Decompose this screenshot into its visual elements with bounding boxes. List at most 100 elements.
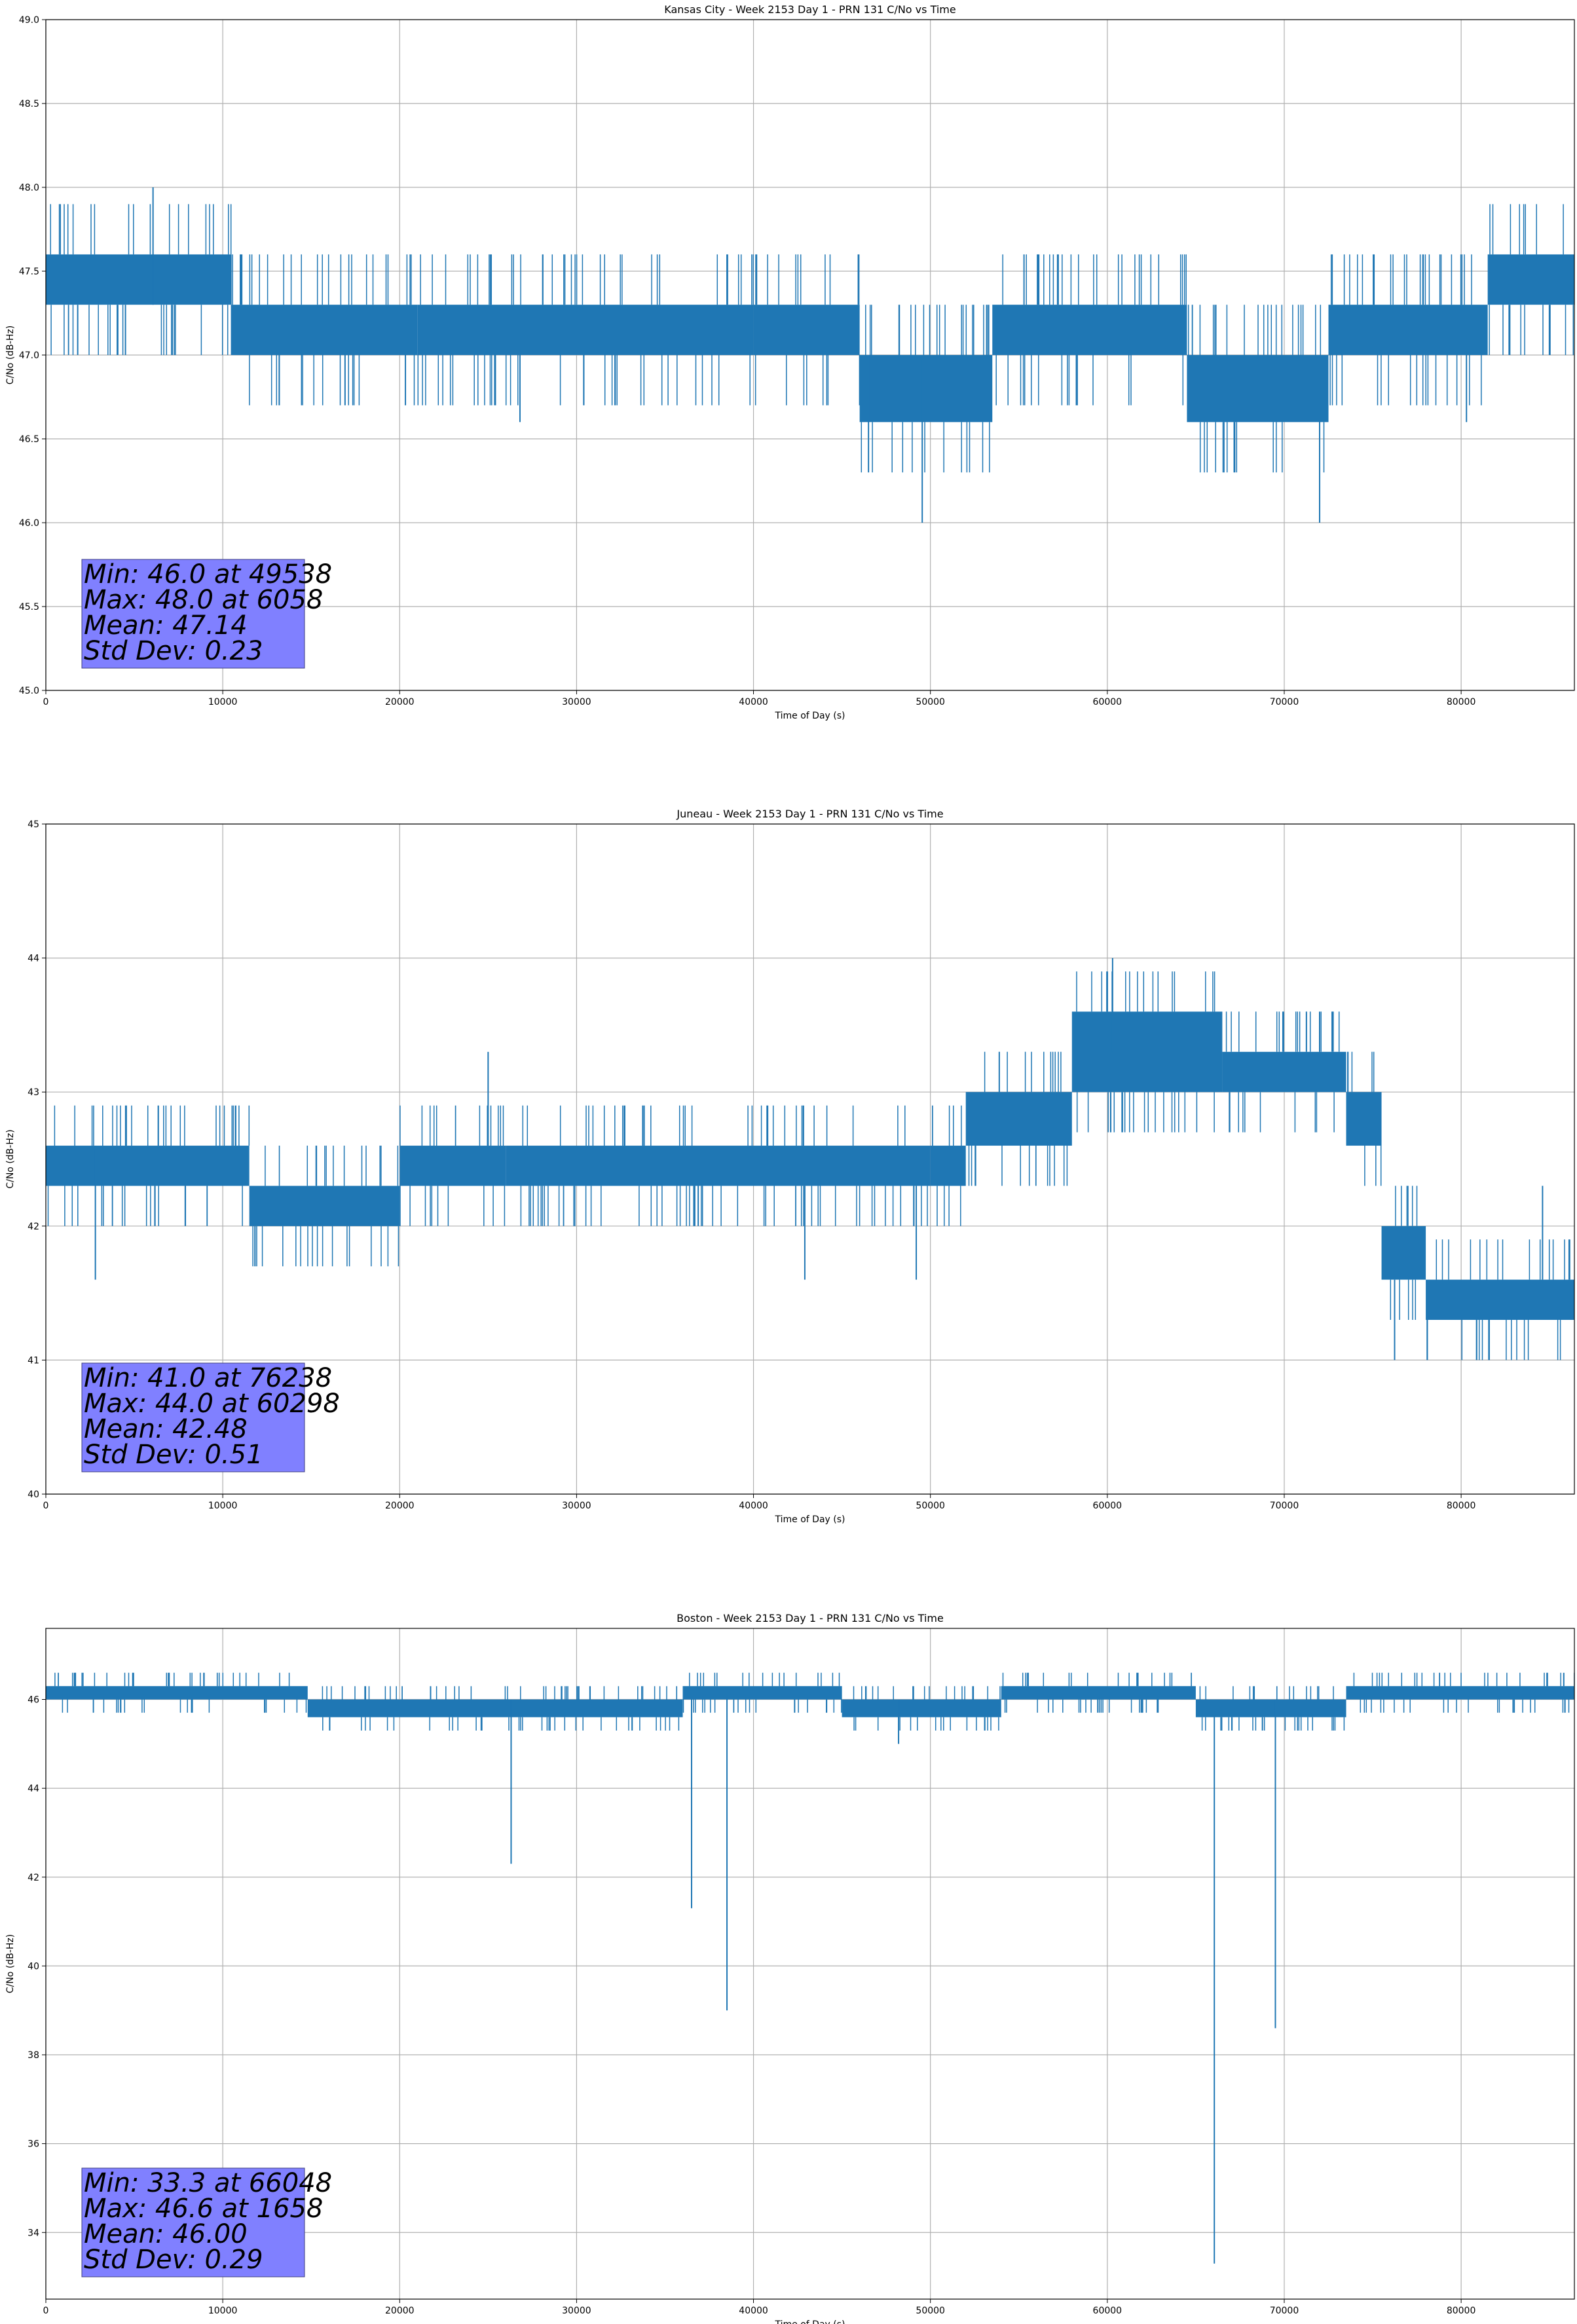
stats-line: Mean: 47.14	[84, 610, 248, 641]
series-noise	[417, 254, 754, 405]
stats-line: Std Dev: 0.29	[84, 2245, 263, 2275]
y-tick-label: 45	[28, 819, 39, 830]
stats-box	[81, 559, 305, 669]
stats-line: Max: 44.0 at 60298	[84, 1389, 340, 1419]
series-band	[1346, 1686, 1574, 1700]
chart-3: 0 10000 20000 30000 40000 50000 60000 70000 8000…	[5, 1612, 1575, 2324]
stats-box	[81, 2167, 305, 2277]
stats-line: Min: 46.0 at 49538	[84, 559, 332, 590]
axes-frame	[45, 823, 1575, 1495]
series-noise	[1002, 1672, 1192, 1713]
series-band	[417, 305, 754, 355]
series-noise	[252, 1146, 399, 1267]
x-tick-label: 80000	[1447, 2306, 1476, 2316]
series-noise	[1329, 254, 1482, 405]
y-tick-label: 46.5	[19, 434, 39, 445]
y-tick-label: 45.0	[19, 686, 39, 696]
x-tick-label: 50000	[916, 697, 945, 707]
x-tick-label: 10000	[208, 1501, 238, 1511]
x-tick-label: 50000	[916, 1501, 945, 1511]
x-tick-label: 30000	[562, 2306, 591, 2316]
x-axis-label: Time of Day (s)	[775, 711, 845, 721]
y-tick-label: 40	[28, 1961, 39, 1972]
x-tick-label: 40000	[739, 697, 768, 707]
series-band	[46, 1686, 308, 1700]
series-noise	[1225, 1011, 1340, 1133]
series-noise	[995, 254, 1187, 405]
y-tick-label: 41	[28, 1355, 39, 1366]
series-band	[1071, 1011, 1223, 1093]
y-tick-label: 46	[28, 1695, 39, 1706]
chart-title: Boston - Week 2153 Day 1 - PRN 131 C/No …	[677, 1612, 944, 1624]
series-band	[1381, 1226, 1426, 1280]
series-band	[1328, 305, 1488, 355]
y-axis-label: C/No (dB-Hz)	[5, 1934, 16, 1993]
series-noise	[1489, 204, 1574, 355]
series-band	[231, 305, 418, 355]
series-noise	[1390, 1186, 1418, 1320]
series-band	[46, 254, 232, 305]
y-tick-label: 44	[28, 954, 39, 964]
y-tick-label: 34	[28, 2228, 39, 2238]
y-tick-label: 47.0	[19, 350, 39, 361]
y-tick-label: 49.0	[19, 15, 39, 26]
series-band	[930, 1146, 966, 1186]
series-band	[506, 1146, 931, 1186]
series-noise	[682, 1672, 842, 1713]
series-band	[307, 1699, 683, 1717]
y-tick-label: 47.5	[19, 267, 39, 277]
y-tick-label: 38	[28, 2050, 39, 2061]
series-band	[842, 1699, 1001, 1717]
y-tick-label: 48.0	[19, 183, 39, 193]
x-tick-label: 80000	[1447, 697, 1476, 707]
chart-1: 0 10000 20000 30000 40000 50000 60000 70000 8000…	[5, 3, 1575, 721]
series-band	[992, 305, 1187, 355]
series-noise	[322, 1686, 680, 1731]
series-noise	[1187, 305, 1325, 473]
series-noise	[399, 1105, 506, 1226]
stats-line: Max: 48.0 at 6058	[84, 585, 323, 615]
x-tick-label: 60000	[1093, 2306, 1122, 2316]
series-noise	[1353, 1672, 1574, 1713]
x-tick-label: 80000	[1447, 1501, 1476, 1511]
series-band	[859, 355, 993, 422]
y-tick-label: 48.5	[19, 99, 39, 109]
chart-title: Juneau - Week 2153 Day 1 - PRN 131 C/No …	[676, 808, 943, 820]
y-axis-label: C/No (dB-Hz)	[5, 1129, 16, 1188]
series-noise	[47, 1105, 250, 1226]
series-noise	[1347, 1051, 1382, 1186]
stats-line: Min: 33.3 at 66048	[84, 2168, 332, 2198]
stats-line: Std Dev: 0.51	[84, 1440, 263, 1470]
series-noise	[232, 254, 415, 405]
x-tick-label: 0	[43, 1501, 49, 1511]
x-tick-label: 20000	[385, 1501, 415, 1511]
series-band	[1487, 254, 1574, 305]
series-noise	[932, 1105, 962, 1226]
y-axis-label: C/No (dB-Hz)	[5, 326, 16, 384]
x-tick-label: 70000	[1270, 1501, 1299, 1511]
series-trace	[46, 1672, 1574, 2264]
series-band	[682, 1686, 842, 1700]
series-band	[1187, 355, 1329, 422]
series-band	[1222, 1051, 1346, 1093]
stats-line: Min: 41.0 at 76238	[84, 1363, 332, 1393]
series-band	[965, 1092, 1072, 1146]
series-band	[1195, 1699, 1346, 1717]
y-tick-label: 45.5	[19, 602, 39, 612]
series-band	[1001, 1686, 1196, 1700]
series-noise	[853, 1686, 1001, 1731]
series-noise	[1426, 1239, 1570, 1360]
stats-line: Mean: 42.48	[84, 1414, 248, 1444]
series-band	[1346, 1092, 1382, 1146]
series-noise	[520, 1105, 928, 1226]
series-noise	[754, 254, 861, 405]
series-noise	[861, 305, 990, 473]
x-axis-label: Time of Day (s)	[775, 1514, 845, 1525]
stats-line: Mean: 46.00	[84, 2219, 248, 2249]
x-tick-label: 70000	[1270, 697, 1299, 707]
x-tick-label: 20000	[385, 697, 415, 707]
x-tick-label: 30000	[562, 1501, 591, 1511]
y-tick-label: 40	[28, 1490, 39, 1500]
series-noise	[968, 1051, 1068, 1186]
